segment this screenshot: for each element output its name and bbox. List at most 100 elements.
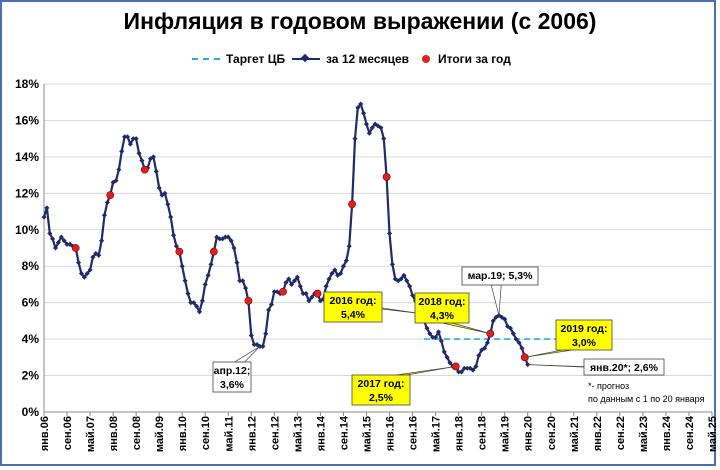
monthly-point [99, 238, 105, 244]
monthly-point [263, 331, 269, 337]
callout-text: 2,5% [369, 392, 394, 404]
monthly-point [329, 270, 335, 277]
monthly-point [291, 278, 298, 284]
monthly-point [283, 280, 289, 286]
monthly-point [179, 263, 185, 269]
monthly-point [507, 325, 513, 331]
monthly-point [309, 294, 315, 300]
callout-box [351, 374, 411, 406]
x-tick-label: сен.22 [615, 416, 627, 450]
monthly-point [248, 332, 254, 339]
callout-text: 5,4% [341, 309, 366, 321]
callout-box [212, 361, 252, 393]
monthly-point [441, 349, 447, 355]
monthly-point [346, 243, 352, 249]
callout-pointer [233, 346, 261, 363]
monthly-point [456, 369, 462, 375]
monthly-point [130, 136, 136, 142]
monthly-point [289, 281, 295, 287]
monthly-point [251, 342, 257, 348]
monthly-point [343, 258, 349, 264]
x-tick-label: май.07 [85, 416, 97, 452]
footnote-line-2: по данным с 1 по 20 января [588, 394, 705, 404]
monthly-point [101, 212, 108, 218]
monthly-point [369, 125, 375, 131]
monthly-point [199, 298, 205, 304]
x-tick-label: май.25 [707, 416, 719, 452]
monthly-point [430, 334, 436, 340]
monthly-point [182, 278, 188, 284]
x-tick-label: янв.12 [246, 416, 258, 451]
monthly-point [358, 101, 364, 107]
annotation-callout: 2019 год: 3,0% [524, 319, 613, 358]
monthly-point [61, 238, 67, 244]
monthly-point [381, 136, 387, 142]
callout-text: 2018 год: [419, 296, 466, 308]
callout-text: апр.12; [214, 365, 251, 377]
annotation-callout: 2017 год: 2,5% [351, 366, 456, 406]
footnote-line-1: *- прогноз [588, 381, 630, 391]
monthly-point [243, 285, 249, 291]
callout-pointer [490, 284, 502, 316]
x-tick-label: янв.20 [523, 416, 535, 451]
callout-text: 4,3% [430, 310, 455, 322]
callout-box [583, 358, 665, 376]
monthly-point [404, 278, 410, 284]
callout-pointer [442, 322, 491, 334]
monthly-point [297, 283, 303, 289]
callout-text: мар.19; 5,3% [468, 270, 533, 282]
monthly-point [240, 278, 246, 284]
y-tick-label: 6% [22, 296, 40, 310]
monthly-point [194, 303, 200, 309]
monthly-point [87, 267, 93, 273]
x-tick-label: янв.08 [108, 416, 120, 451]
yearly-result-dot [140, 165, 149, 174]
monthly-point [461, 365, 467, 371]
x-tick-label: янв.24 [661, 415, 673, 451]
monthly-point [361, 110, 367, 116]
monthly-point [323, 283, 329, 289]
target-line-swatch [192, 58, 220, 60]
monthly-point [386, 230, 393, 236]
monthly-point [340, 263, 346, 269]
monthly-point [447, 360, 453, 366]
monthly-point [473, 363, 479, 369]
yearly-result-dot [175, 247, 184, 256]
x-tick-label: янв.14 [315, 415, 327, 451]
monthly-point [510, 331, 516, 337]
y-tick-label: 18% [15, 77, 39, 91]
x-tick-label: сен.20 [546, 416, 558, 450]
monthly-point [286, 276, 292, 282]
monthly-point [435, 329, 442, 335]
x-tick-label: сен.10 [200, 416, 212, 450]
annotation-callout: апр.12; 3,6% [212, 346, 261, 393]
callout-text: 2016 год: [330, 295, 377, 307]
legend-item-target: Таргет ЦБ [192, 50, 285, 68]
legend-item-yearly: Итоги за год [418, 50, 511, 68]
monthly-point [133, 136, 139, 142]
monthly-point [266, 307, 272, 313]
monthly-point [481, 345, 488, 351]
monthly-point [366, 130, 372, 136]
chart-legend: Таргет ЦБ за 12 месяцев Итоги за год [190, 50, 590, 68]
monthly-point [326, 276, 332, 282]
yearly-result-dot [348, 200, 356, 209]
monthly-point [332, 267, 338, 273]
monthly-point [401, 272, 407, 278]
monthly-point [222, 234, 228, 240]
x-tick-label: янв.18 [454, 416, 466, 451]
monthly-point [260, 343, 266, 349]
monthly-point [303, 291, 309, 297]
monthly-point [398, 276, 404, 282]
callout-box [323, 291, 383, 323]
monthly-point [433, 334, 439, 340]
monthly-point [153, 168, 159, 175]
monthly-point [205, 272, 211, 278]
annotation-callout: янв.20*; 2,6% [527, 358, 665, 376]
monthly-inflation-line [42, 102, 529, 373]
callout-text: янв.20*; 2,6% [590, 362, 659, 374]
callout-text: 2017 год: [358, 378, 405, 390]
legend-label-monthly: за 12 месяцев [326, 52, 409, 66]
x-tick-label: май.15 [361, 416, 373, 452]
monthly-point [464, 365, 470, 371]
